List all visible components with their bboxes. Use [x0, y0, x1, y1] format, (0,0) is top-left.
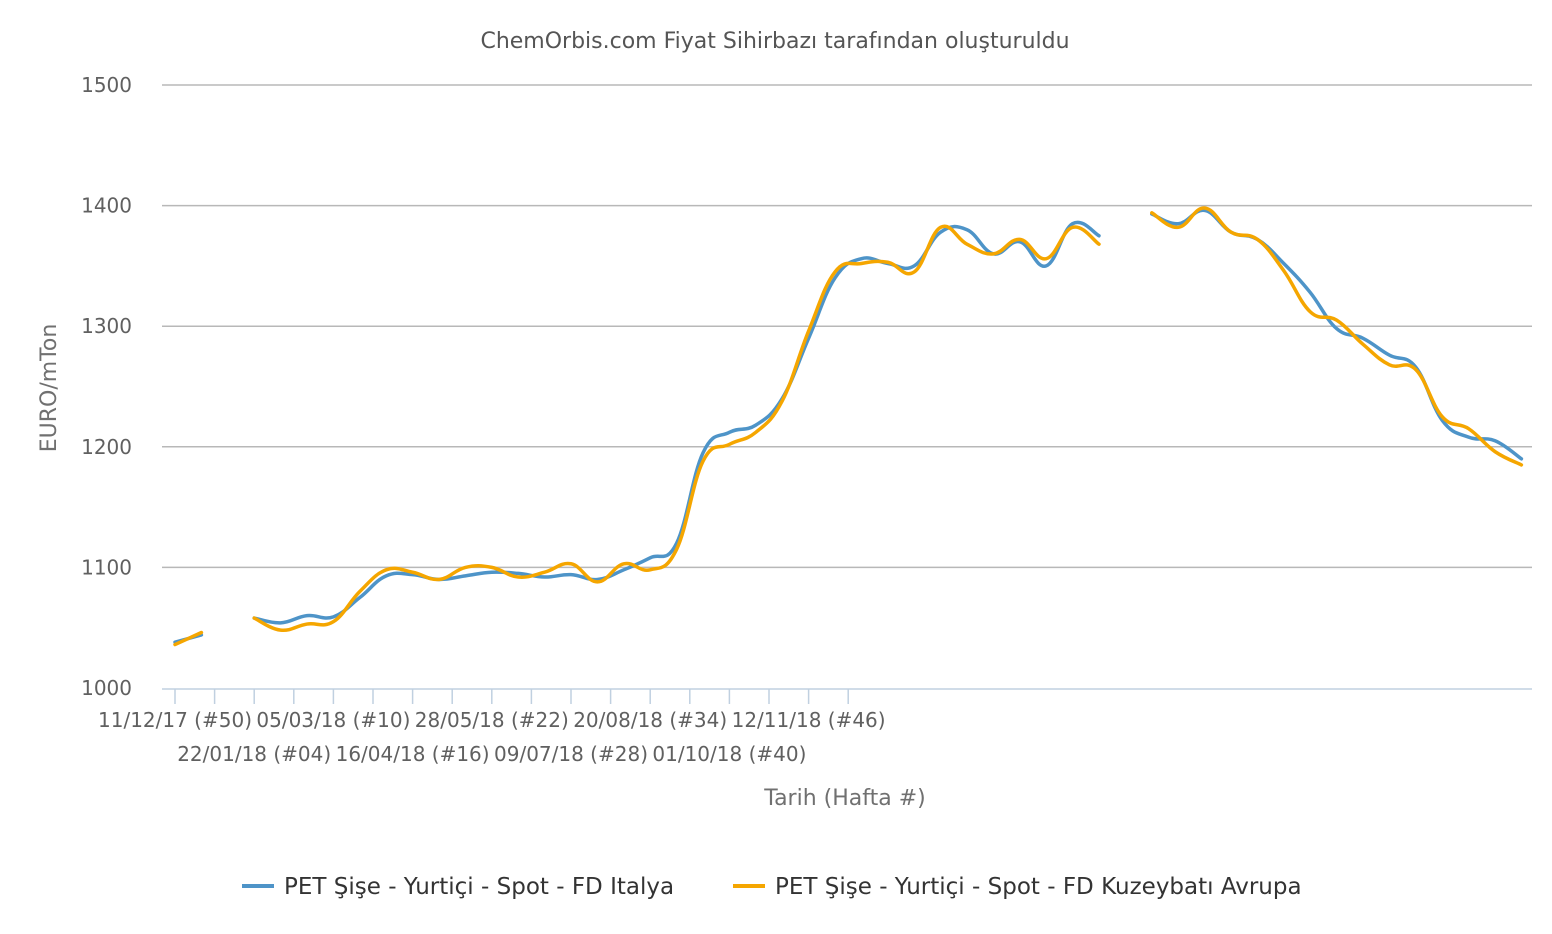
- y-tick-label: 1000: [81, 676, 132, 700]
- y-tick-label: 1500: [81, 73, 132, 97]
- series-1-line-segment-2[interactable]: [1150, 206, 1524, 467]
- series-1-line-segment-0[interactable]: [173, 630, 204, 647]
- y-tick-label: 1400: [81, 194, 132, 218]
- grid-lines: [162, 84, 1532, 569]
- legend-item-kuzeybati-avrupa[interactable]: PET Şişe - Yurtiçi - Spot - FD Kuzeybatı…: [733, 874, 1302, 900]
- x-tick-label: 12/11/18 (#46): [732, 708, 886, 732]
- x-tick-label: 05/03/18 (#10): [256, 708, 410, 732]
- y-axis-ticks: 1000 1100 1200 1300 1400 1500: [81, 73, 132, 700]
- y-tick-label: 1100: [81, 555, 132, 579]
- series-1-line-segment-1[interactable]: [252, 224, 1101, 633]
- x-tick-label: 01/10/18 (#40): [652, 742, 806, 766]
- x-tick-label: 09/07/18 (#28): [494, 742, 648, 766]
- series-0-line-segment-2[interactable]: [1150, 208, 1524, 461]
- y-axis-label: EURO/mTon: [37, 324, 62, 453]
- x-tick-label: 16/04/18 (#16): [336, 742, 490, 766]
- legend-label-italya: PET Şişe - Yurtiçi - Spot - FD Italya: [284, 874, 674, 900]
- x-tick-label: 20/08/18 (#34): [573, 708, 727, 732]
- series-lines: [173, 206, 1524, 647]
- x-axis-ticks: 11/12/17 (#50) 22/01/18 (#04) 05/03/18 (#1…: [98, 689, 886, 766]
- legend-item-italya[interactable]: PET Şişe - Yurtiçi - Spot - FD Italya: [242, 874, 674, 900]
- legend: PET Şişe - Yurtiçi - Spot - FD Italya PE…: [242, 874, 1302, 900]
- y-tick-label: 1300: [81, 314, 132, 338]
- chart-title: ChemOrbis.com Fiyat Sihirbazı tarafından…: [480, 29, 1069, 54]
- x-tick-label: 22/01/18 (#04): [177, 742, 331, 766]
- x-axis-label: Tarih (Hafta #): [763, 786, 925, 811]
- x-tick-label: 11/12/17 (#50): [98, 708, 252, 732]
- series-0-line-segment-1[interactable]: [252, 220, 1101, 625]
- x-tick-label: 28/05/18 (#22): [415, 708, 569, 732]
- y-tick-label: 1200: [81, 435, 132, 459]
- legend-label-kuzeybati-avrupa: PET Şişe - Yurtiçi - Spot - FD Kuzeybatı…: [775, 874, 1302, 900]
